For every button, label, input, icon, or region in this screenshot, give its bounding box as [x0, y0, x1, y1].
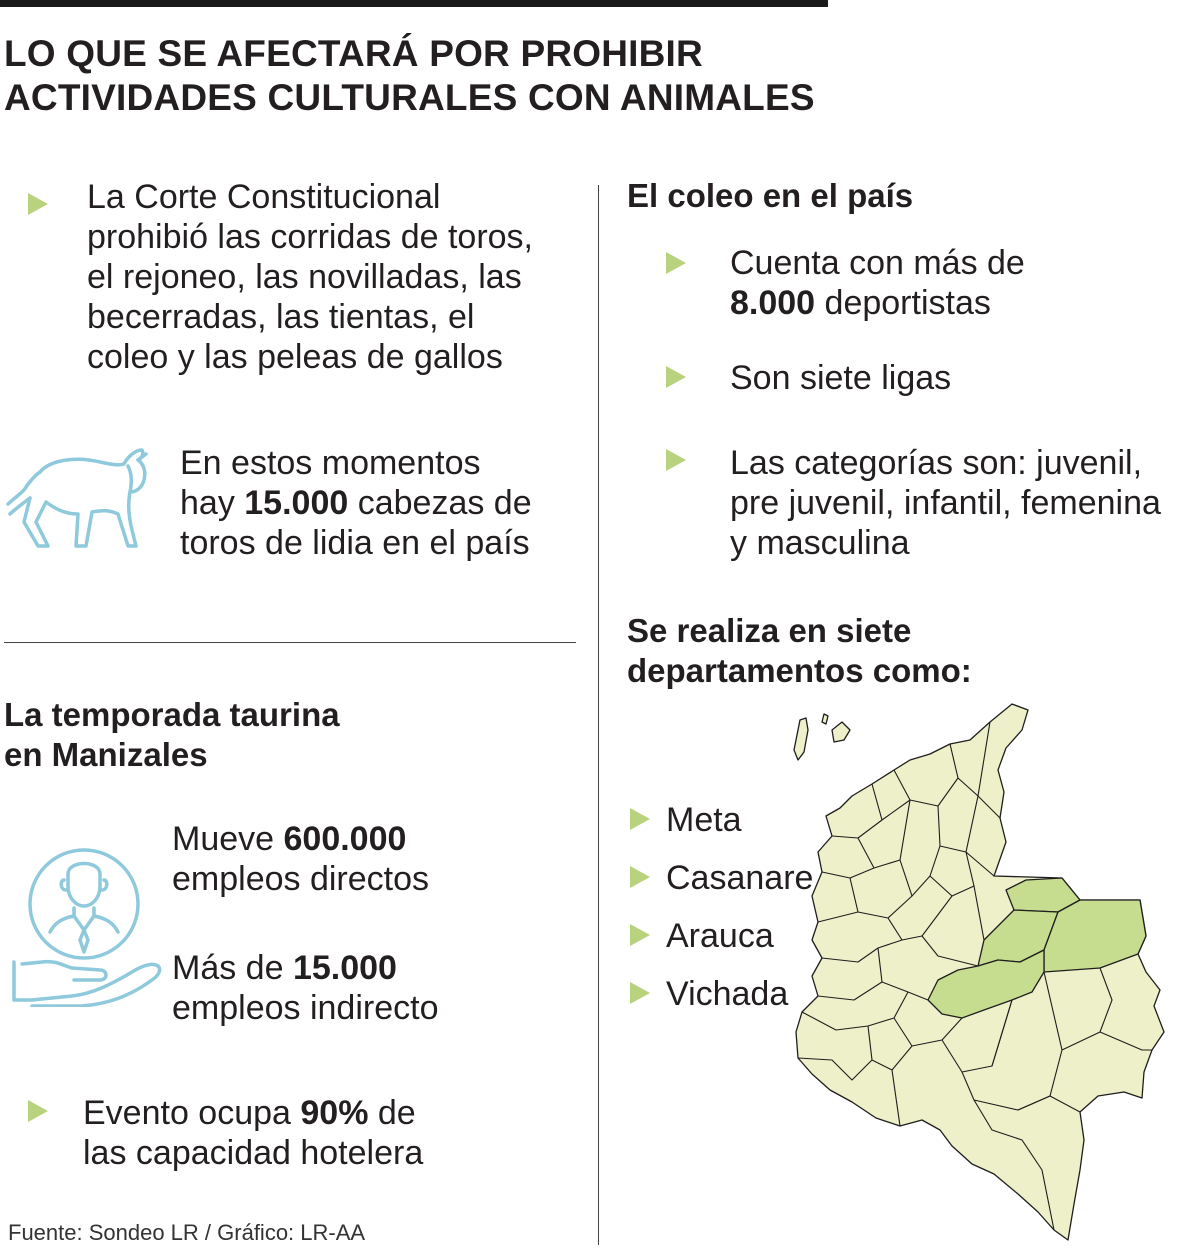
title-line-1: LO QUE SE AFECTARÁ POR PROHIBIR — [4, 33, 703, 74]
department-meta: Meta — [666, 801, 742, 839]
bullet-icon — [666, 449, 686, 471]
departments-heading: Se realiza en siete departamentos como: — [627, 612, 972, 689]
leagues-text: Son siete ligas — [730, 359, 952, 397]
direct-jobs-count: 600.000 — [283, 820, 407, 858]
department-arauca: Arauca — [666, 917, 774, 955]
bullet-icon — [630, 866, 650, 888]
bullet-icon — [630, 808, 650, 830]
bull-icon — [6, 448, 148, 548]
prohibition-text: La Corte Constitucional prohibió las cor… — [87, 178, 534, 376]
hotel-percent: 90% — [300, 1094, 369, 1132]
department-casanare: Casanare — [666, 859, 814, 897]
worker-hand-icon — [12, 848, 162, 1007]
bulls-count: 15.000 — [244, 484, 349, 522]
top-rule — [0, 0, 828, 7]
athletes-text: Cuenta con más de 8.000 deportistas — [730, 244, 1025, 322]
bullet-icon — [28, 1100, 48, 1122]
colombia-map — [793, 703, 1165, 1241]
indirect-jobs-count: 15.000 — [292, 949, 397, 987]
horizontal-divider — [4, 642, 576, 643]
bullet-icon — [630, 982, 650, 1004]
region-meta — [927, 949, 1045, 1019]
categories-text: Las categorías son: juvenil, pre juvenil… — [730, 444, 1161, 562]
page-title: LO QUE SE AFECTARÁ POR PROHIBIR ACTIVIDA… — [4, 32, 904, 120]
season-heading: La temporada taurina en Manizales — [4, 696, 340, 773]
athletes-count: 8.000 — [730, 284, 816, 322]
coleo-heading: El coleo en el país — [627, 177, 914, 214]
hotel-text: Evento ocupa 90% de las capacidad hotele… — [83, 1094, 424, 1172]
bullet-icon — [666, 366, 686, 388]
bullet-icon — [28, 193, 48, 215]
direct-jobs-text: Mueve 600.000 empleos directos — [172, 820, 430, 898]
vertical-divider — [598, 185, 599, 1245]
source-note: Fuente: Sondeo LR / Gráfico: LR-AA — [8, 1220, 366, 1245]
title-line-2: ACTIVIDADES CULTURALES CON ANIMALES — [4, 77, 815, 118]
department-vichada: Vichada — [666, 975, 789, 1013]
bullet-icon — [666, 252, 686, 274]
bullet-icon — [630, 924, 650, 946]
bulls-text: En estos momentos hay 15.000 cabezas de … — [180, 444, 532, 562]
indirect-jobs-text: Más de 15.000 empleos indirecto — [172, 949, 439, 1027]
